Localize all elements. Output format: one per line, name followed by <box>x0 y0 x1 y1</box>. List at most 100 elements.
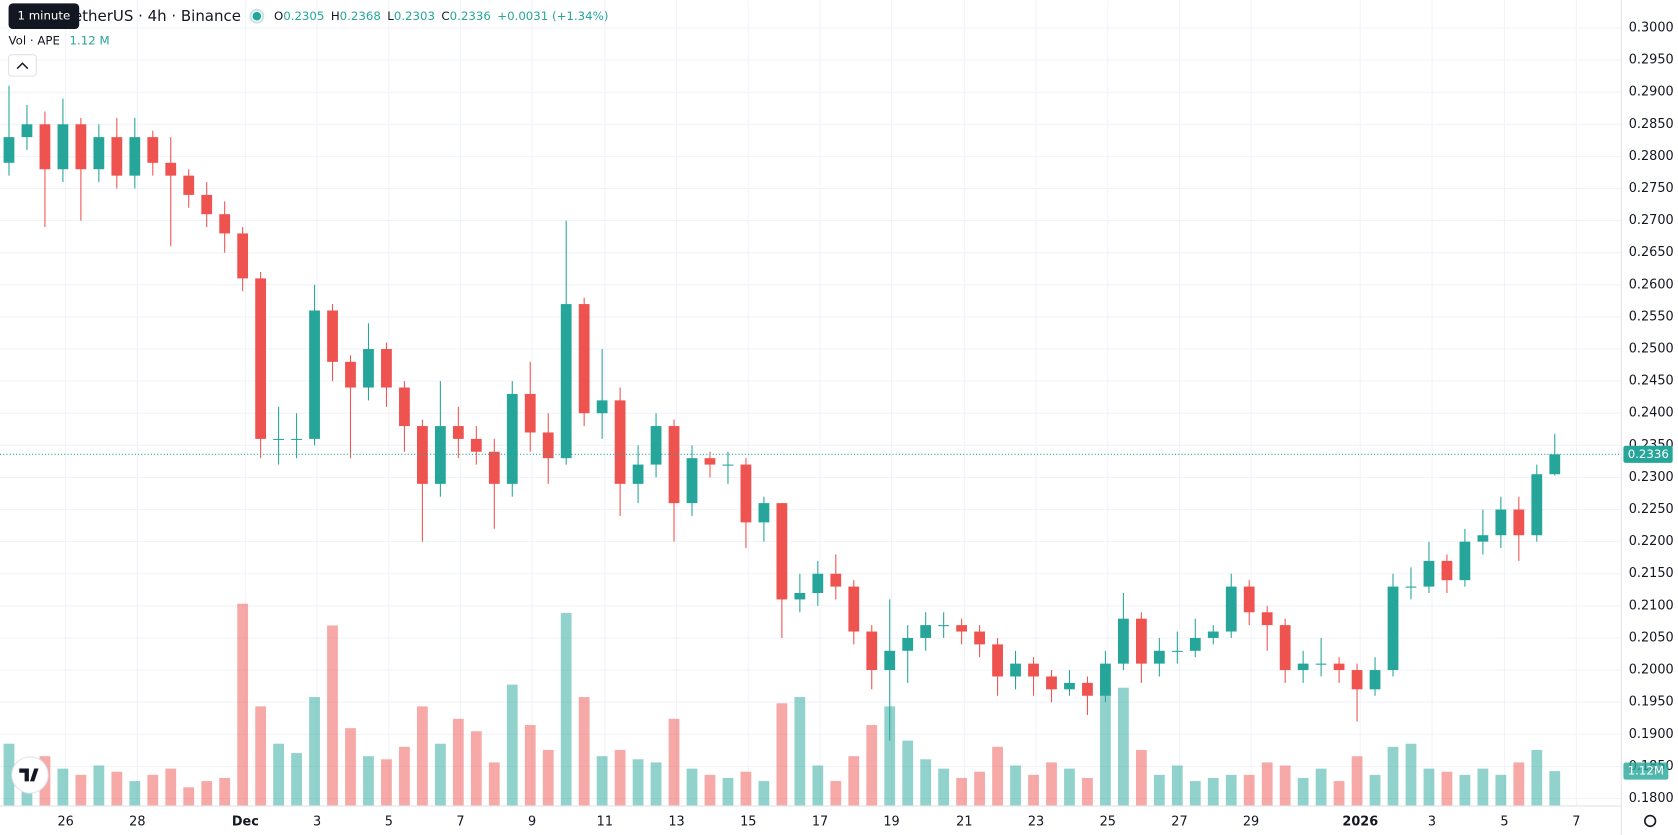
candle-body <box>111 137 123 176</box>
y-tick-label: 0.2700 <box>1629 213 1674 228</box>
y-tick-label: 0.2000 <box>1629 663 1674 678</box>
volume-bar <box>1046 762 1057 806</box>
volume-bar <box>1243 774 1255 806</box>
axes: 0.18000.18500.19000.19500.20000.20500.21… <box>57 20 1673 829</box>
volume-bar <box>1171 765 1183 806</box>
ohlc-value: 0.2336 <box>450 9 491 23</box>
candle-body <box>884 650 896 671</box>
volume-bar <box>470 731 482 806</box>
volume-bar <box>596 756 608 806</box>
volume-bar <box>1405 743 1417 806</box>
candle-body <box>165 162 177 176</box>
volume-bar <box>1153 774 1165 806</box>
volume-bar <box>1441 771 1453 806</box>
candle-body <box>632 464 644 484</box>
candle-body <box>902 637 914 651</box>
candle-body <box>363 349 374 388</box>
candles <box>0 85 1622 741</box>
candle-body <box>596 400 608 414</box>
volume-bar <box>111 771 123 806</box>
volume-bar <box>1513 762 1525 806</box>
y-tick-label: 0.2250 <box>1629 502 1674 517</box>
volume-bar <box>776 703 788 806</box>
volume-bar <box>1082 777 1093 806</box>
y-tick-label: 0.1800 <box>1629 791 1674 806</box>
volume-bar <box>345 728 356 806</box>
volume-bar <box>1351 756 1363 806</box>
volume-bar <box>524 725 536 806</box>
volume-bar <box>1387 746 1399 806</box>
candle-body <box>758 503 770 523</box>
candle-body <box>1046 676 1057 690</box>
volume-bar <box>291 753 302 806</box>
y-tick-label: 0.2400 <box>1629 406 1674 421</box>
volume-bar <box>1279 765 1291 806</box>
x-tick-label: 5 <box>385 815 393 830</box>
x-tick-label: 15 <box>740 815 756 830</box>
y-tick-label: 0.1950 <box>1629 695 1674 710</box>
x-tick-label: 27 <box>1171 815 1187 830</box>
x-tick-label: 11 <box>597 815 613 830</box>
candle-body <box>452 426 464 439</box>
logo[interactable] <box>11 756 49 794</box>
candle-body <box>776 503 788 600</box>
status-dot <box>252 11 262 21</box>
candle-body <box>614 400 626 484</box>
volume-bar <box>650 762 662 806</box>
candle-body <box>1459 541 1471 581</box>
volume-bar <box>632 759 644 806</box>
ohlc-key: H <box>331 9 340 23</box>
candle-body <box>812 573 824 594</box>
volume-bar <box>722 777 734 806</box>
logo-mark <box>19 768 39 782</box>
volume-bar <box>201 781 213 806</box>
ohlc-value: 0.2305 <box>283 9 324 23</box>
volume-bar <box>686 768 698 806</box>
candle-body <box>93 137 105 170</box>
candle-body <box>650 426 662 465</box>
x-tick-label: 3 <box>1428 815 1436 830</box>
candle-body <box>524 393 536 433</box>
settings-button[interactable] <box>1644 814 1657 828</box>
candle-body <box>3 137 15 163</box>
collapse-button[interactable] <box>8 54 37 77</box>
x-tick-label: 9 <box>528 815 536 830</box>
y-tick-label: 0.2100 <box>1629 598 1674 613</box>
x-tick-label: 26 <box>57 815 73 830</box>
collapse-icon <box>16 62 29 70</box>
volume-bar <box>1118 687 1129 806</box>
y-tick-label: 0.2300 <box>1629 470 1674 485</box>
x-tick-label: Dec <box>232 815 259 830</box>
volume-bar <box>1549 771 1561 806</box>
candle-body <box>237 233 249 279</box>
candle-body <box>848 586 860 632</box>
y-tick-label: 0.2800 <box>1629 149 1674 164</box>
candle-body <box>1100 663 1111 696</box>
candle-body <box>1369 670 1381 690</box>
candle-body <box>1531 474 1543 536</box>
x-tick-label: 19 <box>883 815 899 830</box>
candle-body <box>39 124 51 170</box>
candle-body <box>704 458 716 465</box>
candle-body <box>129 137 141 176</box>
volume-bar <box>75 774 87 806</box>
y-tick-label: 0.2550 <box>1629 309 1674 324</box>
candle-body <box>488 451 500 484</box>
change: +0.0031 (+1.34%) <box>497 9 608 23</box>
candle-body <box>974 631 985 645</box>
candle-body <box>1387 586 1399 671</box>
volume-bar <box>129 781 141 806</box>
ohlc-key: C <box>441 9 449 23</box>
volume-title: Vol · APE <box>9 33 60 47</box>
volume-bar <box>219 777 231 806</box>
volume-bar <box>1189 781 1201 806</box>
y-tick-label: 0.3000 <box>1629 20 1674 35</box>
candle-body <box>1261 612 1273 626</box>
volume-bar <box>1028 774 1039 806</box>
candle-body <box>830 573 842 587</box>
last-price-label: 0.2336 <box>1628 447 1669 461</box>
candle-body <box>686 458 698 504</box>
volume-bar <box>614 749 626 806</box>
candle-body <box>1153 650 1165 664</box>
volume-bar <box>542 749 554 806</box>
